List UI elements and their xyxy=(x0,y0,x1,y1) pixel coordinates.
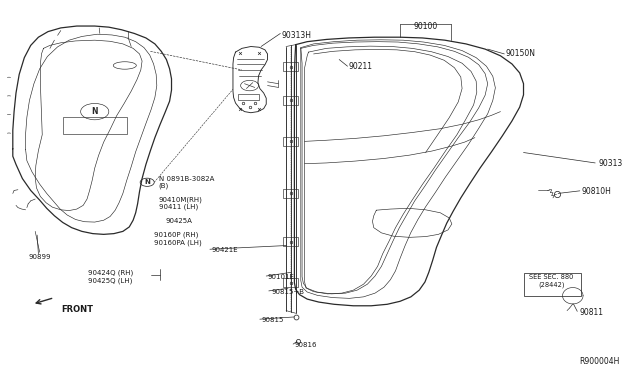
Text: 90421E: 90421E xyxy=(211,247,238,253)
Bar xyxy=(283,189,298,198)
Text: R900004H: R900004H xyxy=(579,357,620,366)
Bar xyxy=(283,237,298,246)
Text: 90425A: 90425A xyxy=(165,218,192,224)
Text: 90410M(RH)
90411 (LH): 90410M(RH) 90411 (LH) xyxy=(159,196,203,210)
Text: 90899: 90899 xyxy=(28,254,51,260)
Text: N: N xyxy=(144,179,150,185)
Text: 90313: 90313 xyxy=(598,159,623,168)
Text: N: N xyxy=(92,107,98,116)
Text: 90101E: 90101E xyxy=(268,274,294,280)
Bar xyxy=(524,273,581,296)
Bar xyxy=(283,96,298,105)
Bar xyxy=(283,278,298,287)
Text: 90815+B: 90815+B xyxy=(272,289,305,295)
Bar xyxy=(63,117,127,134)
Text: 90211: 90211 xyxy=(349,62,372,71)
Text: 90313H: 90313H xyxy=(282,31,312,40)
Text: 90811: 90811 xyxy=(579,308,604,317)
Text: 90816: 90816 xyxy=(294,342,317,348)
Text: 90100: 90100 xyxy=(413,22,438,31)
Text: SEE SEC. 880
(28442): SEE SEC. 880 (28442) xyxy=(529,274,574,288)
Text: FRONT: FRONT xyxy=(61,305,93,314)
Text: 90150N: 90150N xyxy=(506,49,536,58)
Bar xyxy=(283,62,298,71)
Text: 90815: 90815 xyxy=(261,317,284,323)
Bar xyxy=(238,94,259,100)
Bar xyxy=(283,137,298,146)
Text: 90810H: 90810H xyxy=(581,187,611,196)
Text: 90160P (RH)
90160PA (LH): 90160P (RH) 90160PA (LH) xyxy=(154,232,202,246)
Text: N 0891B-3082A
(B): N 0891B-3082A (B) xyxy=(159,176,214,189)
Text: 90424Q (RH)
90425Q (LH): 90424Q (RH) 90425Q (LH) xyxy=(88,270,134,284)
